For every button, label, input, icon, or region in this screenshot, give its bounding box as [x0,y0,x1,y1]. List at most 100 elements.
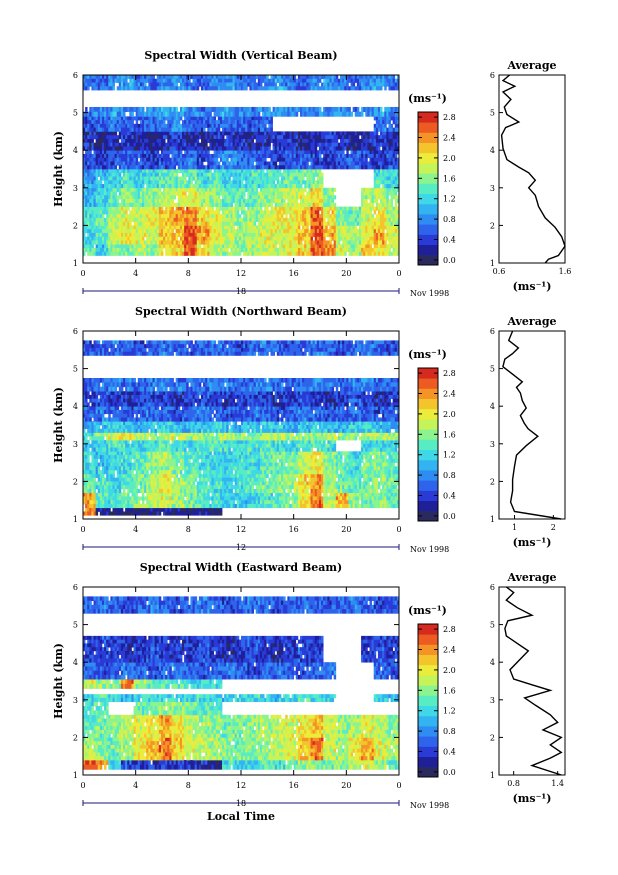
heatmap-cell [348,225,351,230]
heatmap-cell [209,236,212,241]
heatmap-cell [200,206,204,211]
heatmap-cell [236,150,240,155]
heatmap-cell [312,225,316,230]
heatmap-cell [135,180,139,185]
heatmap-cell [306,232,309,238]
heatmap-cell [316,142,320,147]
heatmap-cell [373,169,377,174]
heatmap-cell [156,165,160,170]
heatmap-cell [386,153,389,159]
heatmap-cell [89,214,92,219]
heatmap-cell [165,195,168,200]
heatmap-cell [310,229,313,234]
heatmap-cell [127,127,130,132]
heatmap-cell [217,120,221,125]
heatmap-cell [238,169,242,174]
heatmap-cell [93,172,96,177]
heatmap-cell [133,247,137,253]
heatmap-cell [262,153,265,159]
heatmap-cell [377,251,381,256]
heatmap-cell [272,214,276,219]
heatmap-cell [99,161,103,166]
heatmap-cell [245,180,248,185]
heatmap-cell [203,165,206,170]
heatmap-cell [278,210,282,215]
heatmap-cell [344,214,347,219]
heatmap-cell [287,138,290,144]
heatmap-cell [99,221,103,226]
heatmap-cell [160,195,164,200]
heatmap-cell [289,236,292,241]
heatmap-cell [283,221,286,226]
heatmap-cell [251,161,254,166]
heatmap-cell [312,153,316,159]
heatmap-cell [238,240,242,245]
heatmap-cell [333,146,337,151]
heatmap-cell [365,244,368,249]
heatmap-cell [247,180,250,185]
heatmap-cell [314,240,318,245]
heatmap-cell [257,180,261,185]
heatmap-cell [318,247,322,253]
heatmap-cell [213,187,217,192]
heatmap-cell [198,191,202,196]
heatmap-cell [93,225,96,230]
heatmap-cell [188,221,191,226]
heatmap-cell [217,206,221,211]
heatmap-cell [87,225,90,230]
heatmap-cell [112,135,115,140]
heatmap-cell [384,131,387,136]
heatmap-cell [274,247,278,253]
heatmap-cell [243,135,246,140]
heatmap-cell [120,146,124,151]
heatmap-cell [125,232,128,238]
heatmap-cell [125,153,128,159]
heatmap-cell [196,142,200,147]
heatmap-cell [241,206,244,211]
heatmap-cell [108,221,111,226]
heatmap-cell [226,150,229,155]
heatmap-cell [386,161,389,166]
heatmap-cell [167,169,170,174]
heatmap-cell [302,202,305,207]
heatmap-cell [230,251,233,256]
heatmap-cell [304,217,307,222]
heatmap-cell [274,157,278,162]
heatmap-cell [175,251,179,256]
heatmap-cell [200,247,204,253]
heatmap-cell [356,251,360,256]
heatmap-cell [394,169,398,174]
heatmap-cell [297,180,301,185]
heatmap-cell [141,217,145,222]
heatmap-cell [160,150,164,155]
heatmap-cell [342,210,345,215]
heatmap-cell [135,202,139,207]
heatmap-cell [276,225,280,230]
heatmap-cell [386,195,389,200]
heatmap-cell [356,247,360,253]
heatmap-cell [108,191,111,196]
heatmap-cell [276,206,280,211]
heatmap-cell [215,123,219,128]
heatmap-cell [255,202,259,207]
heatmap-cell [194,116,198,121]
heatmap-cell [112,221,115,226]
heatmap-cell [137,169,141,174]
heatmap-cell [238,244,242,249]
heatmap-cell [285,176,288,181]
heatmap-cell [97,229,101,234]
heatmap-cell [241,247,244,253]
heatmap-cell [165,210,168,215]
heatmap-cell [327,161,330,166]
heatmap-cell [295,191,299,196]
heatmap-cell [104,138,107,144]
heatmap-cell [85,165,88,170]
heatmap-cell [299,206,303,211]
heatmap-cell [179,142,183,147]
heatmap-cell [177,244,181,249]
heatmap-cell [200,131,204,136]
heatmap-cell [175,146,179,151]
heatmap-cell [177,153,181,159]
heatmap-cell [342,206,345,211]
heatmap-cell [396,247,400,253]
